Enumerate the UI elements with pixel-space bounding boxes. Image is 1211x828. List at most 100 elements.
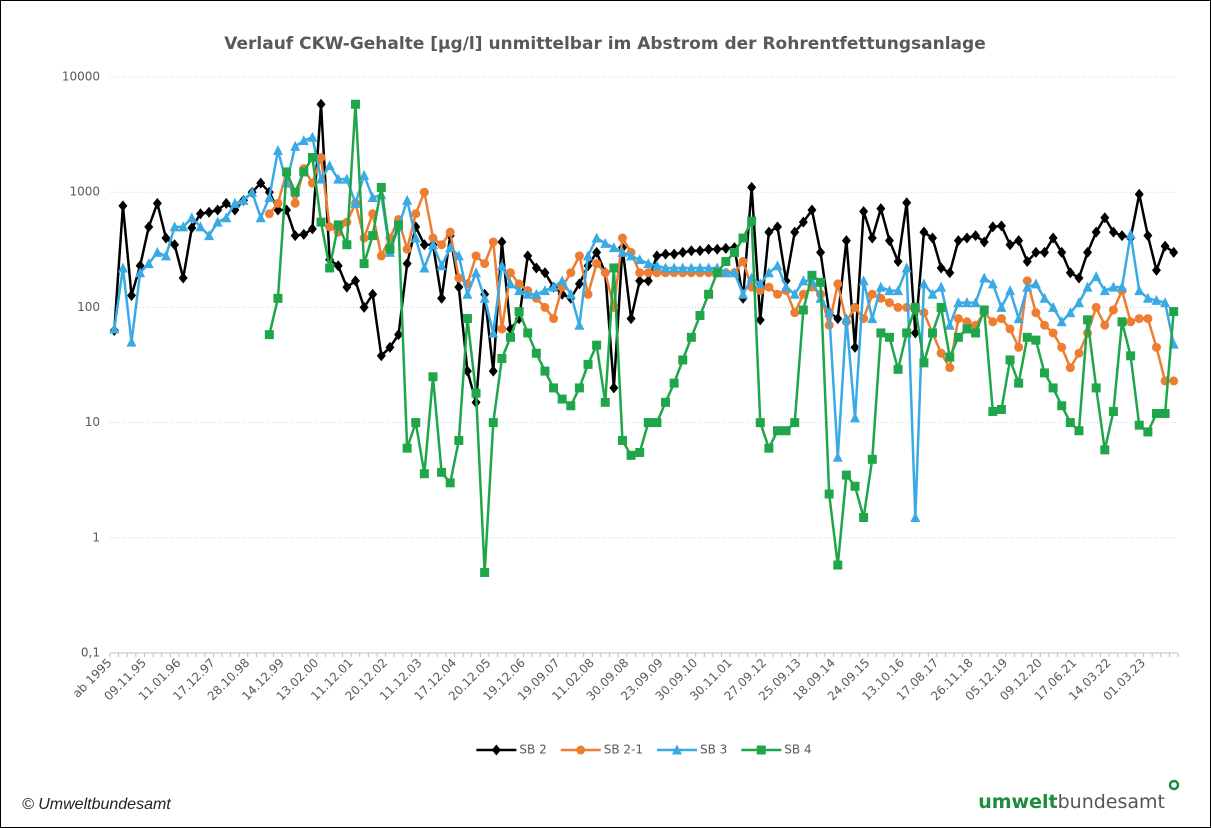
marker	[290, 198, 300, 208]
marker	[427, 239, 438, 250]
marker	[876, 203, 886, 215]
marker	[729, 247, 739, 257]
marker	[996, 220, 1006, 232]
marker	[488, 237, 498, 247]
marker	[437, 292, 447, 304]
marker	[514, 307, 524, 317]
marker	[936, 262, 946, 274]
marker	[747, 181, 757, 193]
marker	[350, 99, 360, 109]
marker	[428, 233, 438, 243]
marker	[576, 745, 586, 755]
marker	[669, 248, 679, 260]
marker	[437, 467, 447, 477]
legend-label: SB 4	[784, 743, 811, 757]
marker	[549, 314, 559, 324]
marker	[678, 246, 688, 258]
marker	[634, 254, 645, 265]
chart-title: Verlauf CKW-Gehalte [µg/l] unmittelbar i…	[224, 34, 985, 54]
marker	[376, 350, 386, 362]
marker	[178, 221, 189, 232]
marker	[221, 197, 231, 209]
marker	[1134, 188, 1144, 200]
marker	[565, 288, 576, 299]
marker	[402, 244, 412, 254]
marker	[1005, 324, 1015, 334]
marker	[721, 257, 731, 267]
marker	[695, 311, 705, 321]
marker	[272, 145, 283, 156]
marker	[264, 191, 275, 202]
marker	[170, 239, 180, 251]
marker	[1100, 445, 1110, 455]
y-tick-label: 10	[85, 415, 100, 429]
marker	[755, 278, 766, 289]
marker	[290, 230, 300, 242]
marker	[704, 289, 714, 299]
marker	[350, 275, 360, 287]
marker	[324, 160, 335, 171]
marker	[1100, 212, 1110, 224]
marker	[1074, 426, 1084, 436]
marker	[764, 443, 774, 453]
marker	[850, 341, 860, 353]
marker	[635, 448, 645, 458]
marker	[720, 267, 731, 278]
marker	[143, 258, 154, 269]
marker	[918, 278, 929, 289]
marker	[496, 260, 507, 271]
y-tick-label: 100	[77, 300, 100, 314]
marker	[945, 363, 955, 373]
marker	[867, 454, 877, 464]
marker	[152, 197, 162, 209]
marker	[1108, 305, 1118, 315]
marker	[671, 744, 682, 755]
marker	[454, 273, 464, 283]
marker	[187, 222, 197, 234]
marker	[694, 262, 705, 273]
marker	[626, 450, 636, 460]
marker	[970, 297, 981, 308]
marker	[781, 426, 791, 436]
marker	[583, 359, 593, 369]
marker	[1143, 427, 1153, 437]
marker	[902, 328, 912, 338]
marker	[1065, 307, 1076, 318]
marker	[204, 206, 214, 218]
marker	[540, 302, 550, 312]
series-line	[268, 103, 1175, 574]
marker	[893, 302, 903, 312]
marker	[936, 281, 947, 292]
marker	[359, 301, 369, 313]
marker	[686, 245, 696, 257]
marker	[385, 244, 395, 254]
marker	[617, 435, 627, 445]
marker	[505, 278, 516, 289]
marker	[342, 281, 352, 293]
marker	[661, 397, 671, 407]
marker	[1039, 292, 1050, 303]
marker	[867, 232, 877, 244]
y-tick-label: 0,1	[81, 646, 100, 660]
marker	[988, 221, 998, 233]
marker	[764, 282, 774, 292]
marker	[1065, 267, 1075, 279]
marker	[480, 259, 490, 269]
marker	[411, 209, 421, 219]
marker	[893, 364, 903, 374]
marker	[902, 197, 912, 209]
legend-label: SB 2	[519, 743, 546, 757]
marker	[773, 426, 782, 436]
marker	[264, 330, 274, 340]
marker	[816, 277, 826, 287]
marker	[316, 217, 326, 227]
marker	[1013, 313, 1024, 324]
marker	[884, 235, 894, 247]
marker	[514, 285, 525, 296]
marker	[600, 237, 611, 248]
marker	[936, 348, 946, 358]
marker	[859, 513, 869, 523]
marker	[945, 267, 955, 279]
marker	[169, 221, 180, 232]
marker	[531, 262, 541, 274]
